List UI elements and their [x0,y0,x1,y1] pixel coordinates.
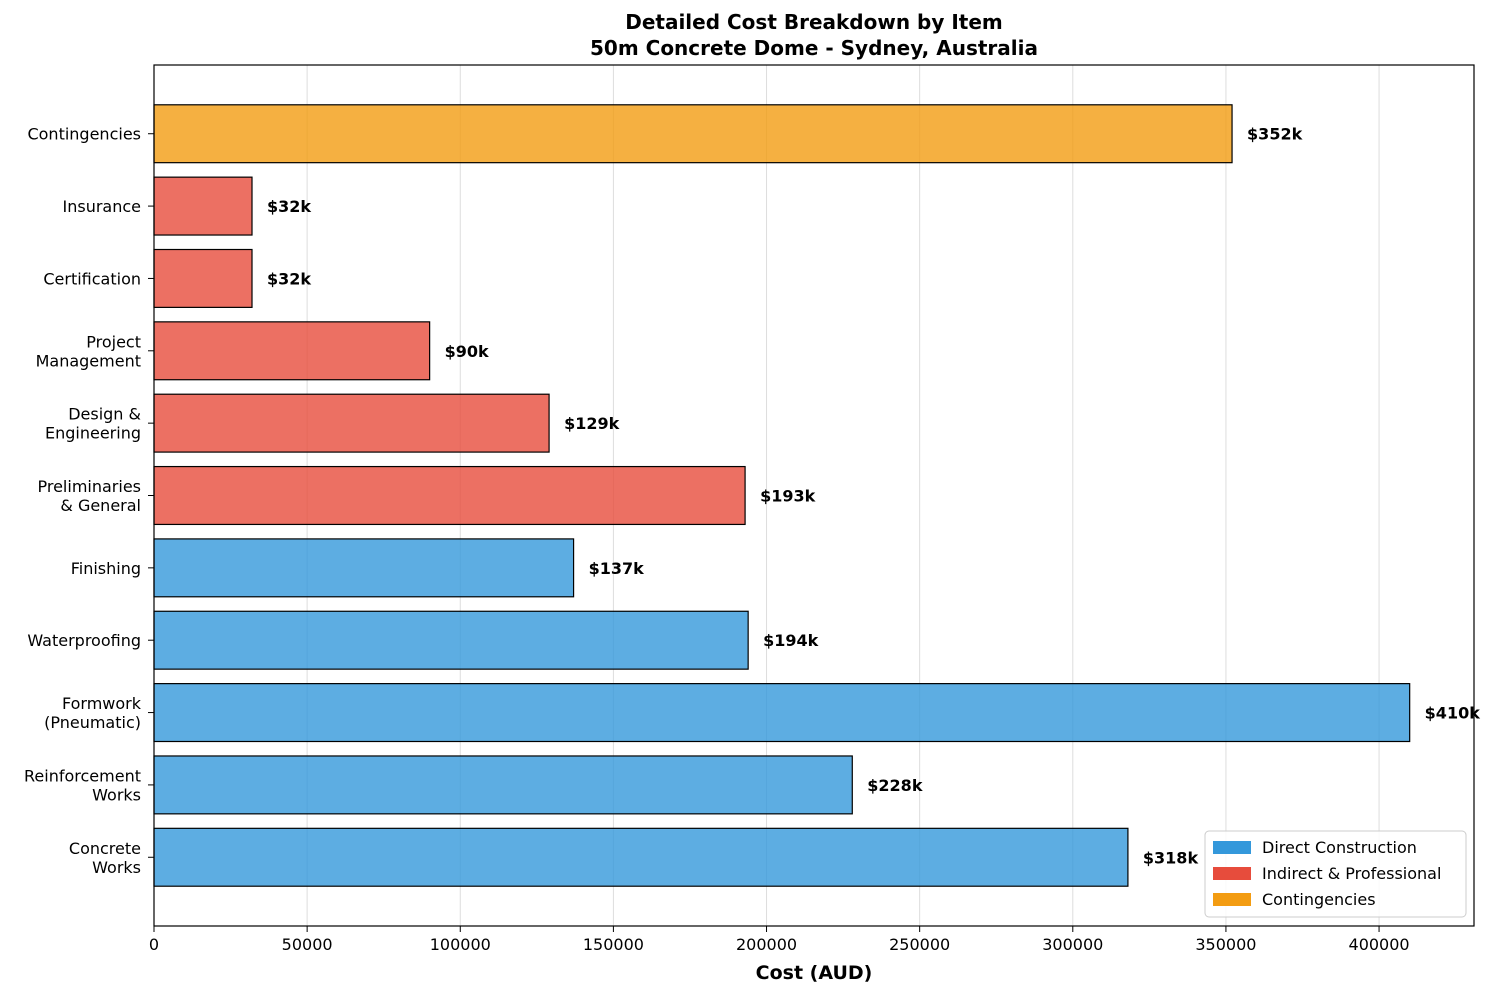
chart-title: Detailed Cost Breakdown by Item [625,10,1003,34]
value-label: $193k [760,487,816,506]
x-tick-label: 400000 [1349,935,1410,954]
bar [153,176,253,236]
legend-box [1204,830,1467,918]
y-tick-label: Contingencies [27,125,141,144]
value-label: $352k [1247,125,1303,144]
bar [153,465,746,526]
chart-subtitle: 50m Concrete Dome - Sydney, Australia [590,36,1038,60]
y-tick-label: Reinforcement [24,766,141,785]
x-tick-label: 300000 [1042,935,1103,954]
y-tick-label: Preliminaries [37,477,141,496]
value-labels: $318k $228k $410k $194k $137k $193k $129k $90k $… [267,125,1480,868]
value-label: $228k [867,776,923,795]
x-tick-label: 50000 [282,935,333,954]
y-tick-label: Finishing [71,559,141,578]
bar [153,755,853,815]
y-tick-label: Works [92,858,141,877]
bar [153,610,749,670]
y-tick-label: Management [36,351,141,370]
value-label: $90k [445,342,489,361]
x-tick-label: 0 [149,935,159,954]
bar [153,248,253,308]
y-tick-label: Works [92,785,141,804]
y-tick-label: Waterproofing [27,631,141,650]
legend: Direct Construction Indirect & Profession… [1204,830,1467,918]
y-tick-label: (Pneumatic) [44,713,141,732]
bar [153,683,1411,743]
y-tick-label: Certification [43,269,141,288]
value-label: $129k [564,414,620,433]
y-tick-label: Design & [68,405,141,424]
legend-label: Contingencies [1262,890,1376,909]
value-label: $32k [267,269,311,288]
bar [153,393,550,453]
x-tick-label: 350000 [1195,935,1256,954]
value-label: $410k [1425,704,1481,723]
x-axis-label: Cost (AUD) [756,962,873,984]
x-tick-label: 200000 [736,935,797,954]
y-tick-label: Engineering [45,424,141,443]
x-tick-label: 150000 [583,935,644,954]
bar [153,827,1129,887]
y-tick-label: Project [86,332,141,351]
y-tick-label: Concrete [69,839,141,858]
legend-label: Indirect & Professional [1262,864,1441,883]
y-tick-label: Formwork [62,694,142,713]
x-tick-label: 250000 [889,935,950,954]
legend-swatch [1213,841,1251,854]
value-label: $318k [1143,848,1199,867]
bars [153,104,1411,887]
y-axis-ticks: ConcreteWorksReinforcementWorksFormwork(… [24,125,154,877]
bar [153,538,575,598]
x-axis-ticks: 0 50000 100000 150000 200000 250000 300000 3500… [149,926,1410,954]
y-tick-label: Insurance [63,197,142,216]
value-label: $194k [763,631,819,650]
value-label: $137k [589,559,645,578]
value-label: $32k [267,197,311,216]
bar [153,321,431,381]
x-tick-label: 100000 [430,935,491,954]
legend-swatch [1213,867,1251,880]
legend-label: Direct Construction [1262,838,1417,857]
bar [153,104,1233,164]
y-tick-label: & General [60,496,141,515]
legend-swatch [1213,893,1251,906]
